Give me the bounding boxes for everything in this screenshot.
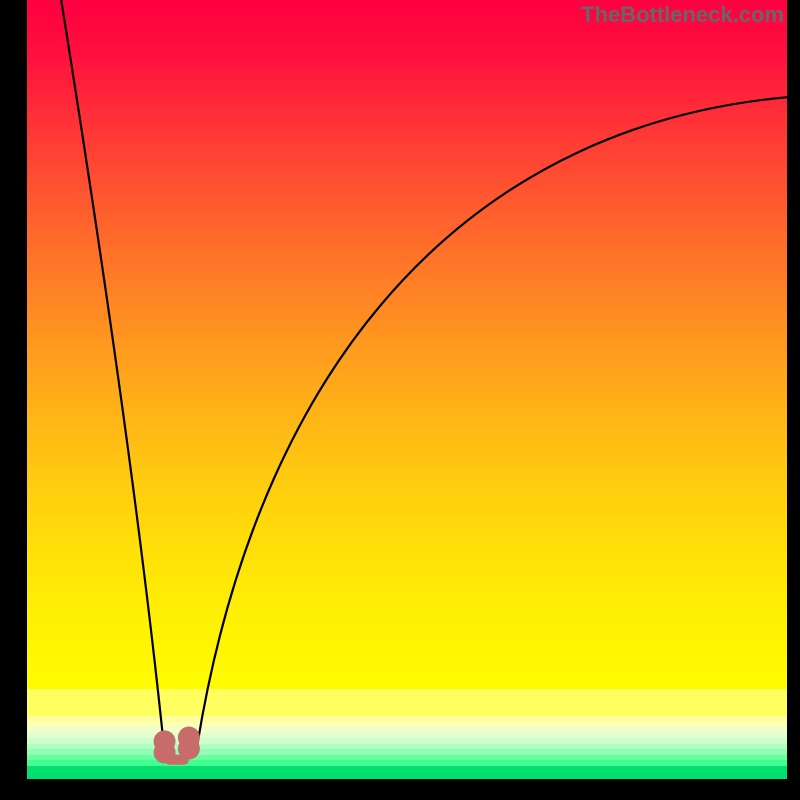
plot-area (27, 0, 787, 778)
chart-root: TheBottleneck.com (0, 0, 800, 800)
bottom-marker-cap-0 (154, 730, 176, 752)
right-curve (197, 97, 787, 745)
bottom-marker-cap-1 (178, 727, 200, 749)
left-curve (61, 0, 164, 745)
curve-layer (27, 0, 787, 778)
watermark-text: TheBottleneck.com (581, 2, 784, 28)
